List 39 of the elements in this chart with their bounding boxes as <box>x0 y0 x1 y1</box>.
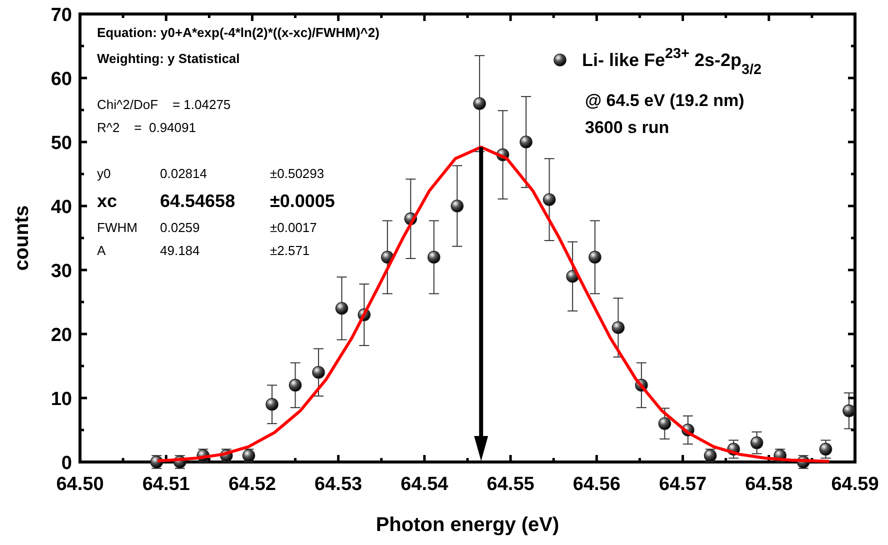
x-tick-label: 64.51 <box>142 474 190 495</box>
x-tick-label: 64.57 <box>659 474 707 495</box>
y-tick-label: 60 <box>50 69 72 90</box>
annotation: Chi^2/DoF = 1.04275 <box>97 97 231 112</box>
x-tick-label: 64.54 <box>400 474 449 495</box>
annotation: @ 64.5 eV (19.2 nm) <box>585 91 744 110</box>
annotation: xc <box>97 191 118 211</box>
annotation: ±0.0005 <box>270 191 335 211</box>
annotation: ±0.50293 <box>270 166 324 181</box>
legend-label: Li- like Fe$^{23+}$ 2s-2p$_{3/2}$ <box>582 46 762 78</box>
annotation: FWHM <box>97 220 138 235</box>
annotation: A <box>97 243 106 258</box>
y-tick-label: 20 <box>50 325 72 346</box>
annotation: ±0.0017 <box>270 220 317 235</box>
x-tick-label: 64.56 <box>572 474 620 495</box>
y-tick-label: 70 <box>50 5 72 26</box>
x-tick-label: 64.55 <box>486 474 535 495</box>
annotation: 0.02814 <box>160 166 207 181</box>
annotation: 0.0259 <box>160 220 200 235</box>
annotation: 3600 s run <box>585 118 670 137</box>
annotation: Weighting: y Statistical <box>97 51 240 66</box>
x-axis-title: Photon energy (eV) <box>376 514 560 536</box>
annotation: 64.54658 <box>160 191 236 211</box>
annotation: 49.184 <box>160 243 200 258</box>
y-tick-label: 0 <box>61 453 72 474</box>
y-axis-title: counts <box>11 205 33 271</box>
y-tick-label: 40 <box>50 197 72 218</box>
y-tick-label: 30 <box>50 261 72 282</box>
x-tick-label: 64.52 <box>228 474 276 495</box>
x-tick-label: 64.50 <box>56 474 104 495</box>
x-tick-label: 64.58 <box>745 474 793 495</box>
annotation: Equation: y0+A*exp(-4*ln(2)*((x-xc)/FWHM)^2) <box>97 25 380 40</box>
x-tick-label: 64.59 <box>831 474 879 495</box>
annotation: ±2.571 <box>270 243 310 258</box>
x-tick-label: 64.53 <box>314 474 362 495</box>
annotation: R^2 = 0.94091 <box>97 120 196 135</box>
annotation: y0 <box>97 166 111 181</box>
y-tick-label: 10 <box>50 389 72 410</box>
y-tick-label: 50 <box>50 133 72 154</box>
